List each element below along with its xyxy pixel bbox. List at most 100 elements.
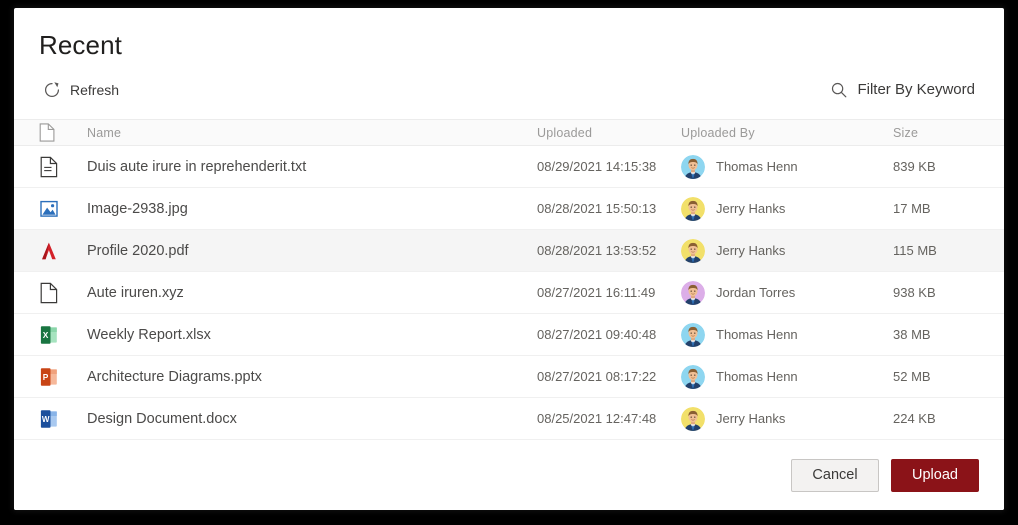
row-file-icon-cell: [39, 240, 87, 262]
file-size: 224 KB: [893, 410, 936, 426]
uploader-name: Jordan Torres: [716, 284, 796, 300]
column-header-size[interactable]: Size: [893, 125, 919, 140]
row-uploaded-cell: 08/27/2021 16:11:49: [537, 284, 681, 302]
row-size-cell: 52 MB: [893, 368, 979, 386]
row-uploaded-cell: 08/27/2021 08:17:22: [537, 368, 681, 386]
row-uploaded-cell: 08/27/2021 09:40:48: [537, 326, 681, 344]
row-uploaded-by-cell: Thomas Henn: [681, 154, 893, 179]
file-size: 52 MB: [893, 368, 931, 384]
row-file-icon-cell: X: [39, 324, 87, 346]
table-row[interactable]: Aute iruren.xyz 08/27/2021 16:11:49 Jordan…: [14, 272, 1004, 314]
files-table: Name Uploaded Uploaded By Size Duis aute…: [14, 119, 1004, 440]
image-file-icon: [40, 200, 58, 217]
row-size-cell: 115 MB: [893, 242, 979, 260]
table-row[interactable]: W Design Document.docx 08/25/2021 12:47:48…: [14, 398, 1004, 440]
row-uploaded-by-cell: Jordan Torres: [681, 280, 893, 305]
filter-by-keyword-button[interactable]: Filter By Keyword: [826, 77, 979, 103]
column-header-name[interactable]: Name: [87, 125, 122, 140]
svg-text:W: W: [42, 415, 50, 424]
row-file-icon-cell: [39, 156, 87, 178]
avatar: [681, 238, 705, 263]
row-uploaded-cell: 08/28/2021 13:53:52: [537, 242, 681, 260]
row-name-cell[interactable]: Profile 2020.pdf: [87, 241, 537, 261]
word-file-icon: W: [40, 409, 57, 428]
column-header-uploaded-by[interactable]: Uploaded By: [681, 125, 755, 140]
file-type-icon: [39, 123, 55, 142]
file-name: Design Document.docx: [87, 410, 237, 427]
file-size: 938 KB: [893, 284, 936, 300]
file-name: Weekly Report.xlsx: [87, 326, 211, 343]
row-size-cell: 839 KB: [893, 158, 979, 176]
row-uploaded-by-cell: Jerry Hanks: [681, 196, 893, 221]
table-row[interactable]: Image-2938.jpg 08/28/2021 15:50:13 Jerry H…: [14, 188, 1004, 230]
upload-button[interactable]: Upload: [891, 458, 979, 492]
refresh-icon: [43, 81, 61, 99]
row-uploaded-cell: 08/25/2021 12:47:48: [537, 410, 681, 428]
row-file-icon-cell: P: [39, 366, 87, 388]
uploader-name: Thomas Henn: [716, 368, 798, 384]
excel-file-icon: X: [40, 325, 57, 344]
file-name: Duis aute irure in reprehenderit.txt: [87, 158, 307, 175]
table-row[interactable]: X Weekly Report.xlsx 08/27/2021 09:40:48 Th…: [14, 314, 1004, 356]
row-uploaded-by-cell: Thomas Henn: [681, 364, 893, 389]
svg-text:X: X: [43, 330, 49, 340]
uploaded-timestamp: 08/27/2021 09:40:48: [537, 326, 657, 342]
row-name-cell[interactable]: Duis aute irure in reprehenderit.txt: [87, 157, 537, 177]
row-size-cell: 938 KB: [893, 284, 979, 302]
command-bar: Refresh Filter By Keyword: [14, 62, 1004, 106]
row-uploaded-by-cell: Thomas Henn: [681, 322, 893, 347]
uploaded-timestamp: 08/29/2021 14:15:38: [537, 158, 657, 174]
row-uploaded-cell: 08/28/2021 15:50:13: [537, 200, 681, 218]
row-uploaded-by-cell: Jerry Hanks: [681, 238, 893, 263]
avatar: [681, 406, 705, 431]
column-header-icon[interactable]: [39, 123, 87, 142]
dialog-footer: Cancel Upload: [14, 440, 1004, 510]
row-name-cell[interactable]: Image-2938.jpg: [87, 199, 537, 219]
avatar: [681, 364, 705, 389]
uploaded-timestamp: 08/27/2021 08:17:22: [537, 368, 657, 384]
table-row[interactable]: Profile 2020.pdf 08/28/2021 13:53:52 Jerry…: [14, 230, 1004, 272]
row-name-cell[interactable]: Design Document.docx: [87, 409, 537, 429]
page-title: Recent: [39, 30, 122, 60]
column-header-uploaded[interactable]: Uploaded: [537, 125, 593, 140]
row-size-cell: 38 MB: [893, 326, 979, 344]
avatar: [681, 280, 705, 305]
row-name-cell[interactable]: Architecture Diagrams.pptx: [87, 367, 537, 387]
row-file-icon-cell: W: [39, 408, 87, 430]
row-file-icon-cell: [39, 282, 87, 304]
uploaded-timestamp: 08/28/2021 13:53:52: [537, 242, 657, 258]
refresh-button[interactable]: Refresh: [39, 77, 123, 103]
file-size: 839 KB: [893, 158, 936, 174]
file-size: 115 MB: [893, 242, 937, 258]
row-uploaded-by-cell: Jerry Hanks: [681, 406, 893, 431]
row-size-cell: 224 KB: [893, 410, 979, 428]
table-row[interactable]: P Architecture Diagrams.pptx 08/27/2021 08…: [14, 356, 1004, 398]
uploader-name: Jerry Hanks: [716, 200, 786, 216]
uploaded-timestamp: 08/27/2021 16:11:49: [537, 284, 656, 300]
powerpoint-file-icon: P: [40, 367, 57, 386]
row-name-cell[interactable]: Weekly Report.xlsx: [87, 325, 537, 345]
file-name: Profile 2020.pdf: [87, 242, 189, 259]
cancel-button[interactable]: Cancel: [791, 458, 879, 492]
file-name: Architecture Diagrams.pptx: [87, 368, 262, 385]
recent-files-dialog: Recent Refresh: [14, 8, 1004, 510]
pdf-file-icon: [42, 242, 56, 259]
table-row[interactable]: Duis aute irure in reprehenderit.txt 08/2…: [14, 146, 1004, 188]
avatar: [681, 154, 705, 179]
refresh-label: Refresh: [70, 82, 120, 98]
uploader-name: Jerry Hanks: [716, 242, 786, 258]
uploader-name: Thomas Henn: [716, 326, 798, 342]
generic-file-icon: [40, 282, 58, 303]
file-name: Image-2938.jpg: [87, 200, 188, 217]
uploaded-timestamp: 08/25/2021 12:47:48: [537, 410, 657, 426]
avatar: [681, 196, 705, 221]
uploader-name: Jerry Hanks: [716, 410, 786, 426]
row-name-cell[interactable]: Aute iruren.xyz: [87, 283, 537, 303]
filter-by-keyword-label: Filter By Keyword: [857, 81, 975, 98]
search-icon: [830, 81, 848, 99]
avatar: [681, 322, 705, 347]
uploaded-timestamp: 08/28/2021 15:50:13: [537, 200, 657, 216]
file-size: 38 MB: [893, 326, 931, 342]
row-size-cell: 17 MB: [893, 200, 979, 218]
table-header-row: Name Uploaded Uploaded By Size: [14, 119, 1004, 146]
